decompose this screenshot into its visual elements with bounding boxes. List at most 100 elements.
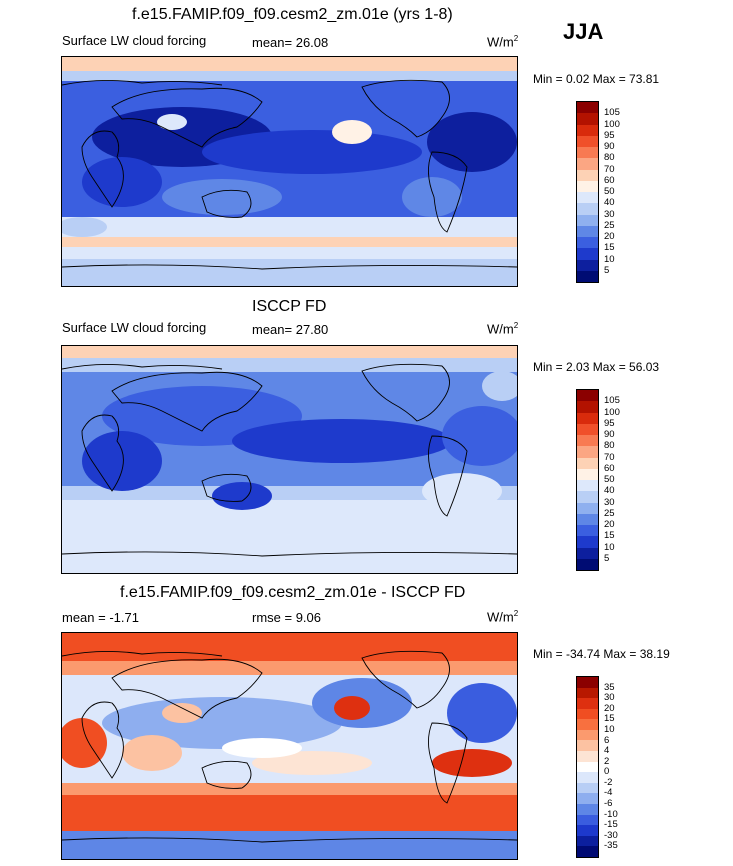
colorbar-swatch — [577, 401, 598, 413]
colorbar-swatch — [577, 180, 598, 192]
colorbar-swatch — [577, 435, 598, 447]
panel-2-field-label: Surface LW cloud forcing — [62, 320, 207, 335]
colorbar-tick-label: -35 — [604, 840, 618, 852]
colorbar-swatch — [577, 135, 598, 147]
colorbar-swatch — [577, 390, 598, 402]
colorbar-swatch — [577, 102, 598, 114]
panel-1-field-label: Surface LW cloud forcing — [62, 33, 207, 48]
colorbar-tick-label: 15 — [604, 242, 615, 254]
colorbar-swatch — [577, 740, 598, 752]
colorbar-tick-label: 25 — [604, 219, 615, 231]
panel-3-colorbar — [576, 676, 599, 858]
colorbar-swatch — [577, 412, 598, 424]
panel-1-units: W/m2 — [487, 34, 519, 50]
colorbar-tick-label: 80 — [604, 440, 615, 452]
colorbar-tick-label: 30 — [604, 692, 615, 704]
colorbar-tick-label: 2 — [604, 755, 610, 767]
colorbar-swatch — [577, 803, 598, 815]
colorbar-swatch — [577, 468, 598, 480]
panel-3-title: f.e15.FAMIP.f09_f09.cesm2_zm.01e - ISCCP… — [120, 584, 466, 601]
panel-2-colorbar — [576, 389, 599, 571]
colorbar-swatch — [577, 547, 598, 559]
colorbar-swatch — [577, 719, 598, 730]
colorbar-tick-label: -4 — [604, 787, 613, 799]
panel-1-minmax: Min = 0.02 Max = 73.81 — [533, 72, 660, 86]
colorbar-swatch — [577, 772, 598, 783]
colorbar-tick-label: 90 — [604, 141, 615, 152]
colorbar-tick-label: 5 — [604, 552, 610, 564]
colorbar-swatch — [577, 698, 598, 709]
colorbar-tick-label: 105 — [604, 107, 620, 119]
colorbar-tick-label: 95 — [604, 417, 615, 429]
colorbar-tick-label: 100 — [604, 406, 620, 418]
colorbar-tick-label: 60 — [604, 462, 615, 474]
colorbar-tick-label: 30 — [604, 208, 615, 220]
colorbar-tick-label: 10 — [604, 541, 615, 553]
colorbar-swatch — [577, 192, 598, 204]
colorbar-swatch — [577, 158, 598, 170]
colorbar-tick-label: 10 — [604, 723, 615, 735]
colorbar-swatch — [577, 124, 598, 136]
colorbar-swatch — [577, 457, 598, 469]
colorbar-tick-label: 35 — [604, 681, 615, 693]
colorbar-swatch — [577, 677, 598, 688]
colorbar-tick-label: 70 — [604, 163, 615, 175]
colorbar-swatch — [577, 169, 598, 181]
panel-2-units: W/m2 — [487, 321, 519, 337]
colorbar-tick-label: 95 — [604, 129, 615, 141]
colorbar-swatch — [577, 214, 598, 226]
panel-3-mean-label: mean = -1.71 — [62, 610, 139, 625]
colorbar-swatch — [577, 782, 598, 794]
colorbar-swatch — [577, 793, 598, 804]
colorbar-swatch — [577, 237, 598, 249]
colorbar-tick-label: 60 — [604, 174, 615, 186]
panel-2-mean-label: mean= 27.80 — [252, 322, 329, 337]
colorbar-swatch — [577, 480, 598, 492]
panel-1-map — [61, 56, 518, 287]
colorbar-swatch — [577, 147, 598, 159]
colorbar-swatch — [577, 751, 598, 762]
colorbar-swatch — [577, 729, 598, 741]
colorbar-swatch — [577, 687, 598, 699]
colorbar-swatch — [577, 558, 598, 570]
colorbar-tick-label: -15 — [604, 819, 618, 831]
colorbar-swatch — [577, 825, 598, 836]
colorbar-tick-label: 15 — [604, 530, 615, 542]
panel-2-map — [61, 345, 518, 574]
panel-3-minmax: Min = -34.74 Max = 38.19 — [533, 647, 670, 661]
colorbar-tick-label: 20 — [604, 231, 615, 242]
colorbar-tick-label: 50 — [604, 186, 615, 197]
colorbar-tick-label: 90 — [604, 429, 615, 440]
colorbar-tick-label: 20 — [604, 702, 615, 714]
panel-3-rmse-label: rmse = 9.06 — [252, 610, 322, 625]
colorbar-tick-label: 70 — [604, 451, 615, 463]
panel-1-mean-label: mean= 26.08 — [252, 35, 329, 50]
panel-2-title: ISCCP FD — [252, 298, 327, 315]
colorbar-swatch — [577, 536, 598, 548]
panel-2-minmax: Min = 2.03 Max = 56.03 — [533, 360, 660, 374]
colorbar-tick-label: 5 — [604, 264, 610, 276]
colorbar-swatch — [577, 846, 598, 857]
colorbar-tick-label: 40 — [604, 197, 615, 209]
season-label: JJA — [563, 19, 604, 44]
panel-3-units: W/m2 — [487, 609, 519, 625]
colorbar-swatch — [577, 270, 598, 282]
colorbar-swatch — [577, 525, 598, 537]
colorbar-tick-label: 80 — [604, 152, 615, 164]
colorbar-swatch — [577, 814, 598, 826]
colorbar-swatch — [577, 513, 598, 525]
colorbar-swatch — [577, 203, 598, 215]
panel-1-colorbar — [576, 101, 599, 283]
panel-1-title: f.e15.FAMIP.f09_f09.cesm2_zm.01e (yrs 1-… — [132, 6, 453, 23]
colorbar-swatch — [577, 248, 598, 260]
colorbar-tick-label: -30 — [604, 829, 618, 841]
colorbar-tick-label: 25 — [604, 507, 615, 519]
colorbar-swatch — [577, 113, 598, 125]
colorbar-swatch — [577, 761, 598, 773]
colorbar-swatch — [577, 502, 598, 514]
colorbar-swatch — [577, 446, 598, 458]
colorbar-swatch — [577, 259, 598, 271]
colorbar-tick-label: 100 — [604, 118, 620, 130]
colorbar-swatch — [577, 225, 598, 237]
colorbar-tick-label: 105 — [604, 395, 620, 407]
